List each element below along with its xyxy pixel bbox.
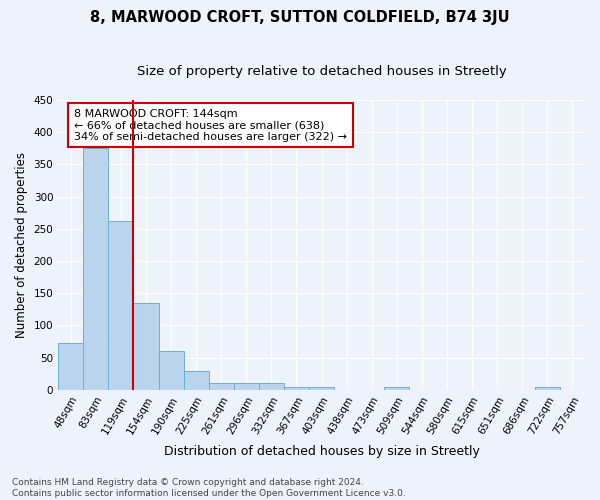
Y-axis label: Number of detached properties: Number of detached properties xyxy=(15,152,28,338)
X-axis label: Distribution of detached houses by size in Streetly: Distribution of detached houses by size … xyxy=(164,444,479,458)
Text: Contains HM Land Registry data © Crown copyright and database right 2024.
Contai: Contains HM Land Registry data © Crown c… xyxy=(12,478,406,498)
Title: Size of property relative to detached houses in Streetly: Size of property relative to detached ho… xyxy=(137,65,506,78)
Bar xyxy=(184,371,209,390)
Bar xyxy=(209,384,234,390)
Bar xyxy=(133,303,158,390)
Bar xyxy=(58,344,83,390)
Bar xyxy=(234,384,259,390)
Bar xyxy=(284,386,309,390)
Bar xyxy=(259,384,284,390)
Bar xyxy=(158,351,184,390)
Bar xyxy=(309,386,334,390)
Text: 8 MARWOOD CROFT: 144sqm
← 66% of detached houses are smaller (638)
34% of semi-d: 8 MARWOOD CROFT: 144sqm ← 66% of detache… xyxy=(74,108,347,142)
Bar xyxy=(535,387,560,390)
Bar xyxy=(109,221,133,390)
Bar xyxy=(385,387,409,390)
Text: 8, MARWOOD CROFT, SUTTON COLDFIELD, B74 3JU: 8, MARWOOD CROFT, SUTTON COLDFIELD, B74 … xyxy=(90,10,510,25)
Bar xyxy=(83,148,109,390)
